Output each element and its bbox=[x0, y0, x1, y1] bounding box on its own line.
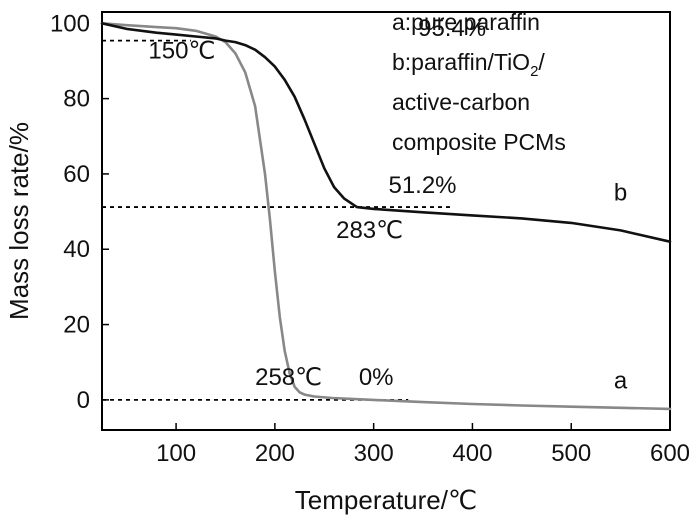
annotation-b-start-mass: 95.4% bbox=[418, 15, 486, 42]
x-tick-label-500: 500 bbox=[551, 440, 591, 467]
legend: a:pure paraffin b:paraffin/TiO2/ active-… bbox=[392, 9, 566, 155]
curve-label-b: b bbox=[614, 179, 627, 206]
y-tick-label-0: 0 bbox=[77, 387, 90, 414]
x-axis-label: Temperature/℃ bbox=[295, 485, 477, 515]
y-tick-label-40: 40 bbox=[63, 236, 90, 263]
legend-line-b-suffix: / bbox=[538, 49, 545, 75]
legend-line-b-subscript: 2 bbox=[530, 63, 538, 80]
y-tick-label-80: 80 bbox=[63, 86, 90, 113]
annotation-a-end-temp: 258℃ bbox=[255, 364, 322, 391]
x-tick-label-200: 200 bbox=[255, 440, 295, 467]
y-tick-label-60: 60 bbox=[63, 161, 90, 188]
plot-frame bbox=[101, 11, 671, 431]
y-tick-label-20: 20 bbox=[63, 312, 90, 339]
x-axis-ticks: 100 200 300 400 500 600 bbox=[156, 423, 690, 467]
x-tick-label-300: 300 bbox=[354, 440, 394, 467]
y-axis-label: Mass loss rate/% bbox=[4, 122, 34, 320]
annotation-a-residue: 0% bbox=[359, 364, 394, 391]
series-line-b bbox=[100, 21, 672, 243]
curve-label-a: a bbox=[614, 368, 628, 395]
legend-line-b-cont1: active-carbon bbox=[392, 89, 530, 115]
y-tick-label-100: 100 bbox=[50, 10, 90, 37]
legend-line-a: a:pure paraffin bbox=[392, 9, 540, 35]
x-tick-label-600: 600 bbox=[650, 440, 690, 467]
reference-lines bbox=[102, 39, 453, 401]
legend-line-b: b:paraffin/TiO2/ bbox=[392, 49, 545, 80]
annotation-b-end-temp: 283℃ bbox=[336, 217, 403, 244]
x-tick-label-400: 400 bbox=[452, 440, 492, 467]
series-layer bbox=[100, 21, 672, 411]
series-line-a bbox=[100, 21, 672, 411]
curve-labels: ab bbox=[614, 179, 628, 394]
x-tick-label-100: 100 bbox=[156, 440, 196, 467]
legend-line-b-prefix: b:paraffin/TiO bbox=[392, 49, 530, 75]
legend-line-b-cont2: composite PCMs bbox=[392, 129, 566, 155]
plot-area bbox=[101, 11, 671, 431]
annotation-b-start-temp: 150℃ bbox=[148, 37, 215, 64]
annotations: 150℃ 95.4% 51.2% 283℃ 258℃ 0% bbox=[148, 15, 486, 391]
y-axis-ticks: 0 20 40 60 80 100 bbox=[50, 10, 109, 414]
annotation-b-residue: 51.2% bbox=[388, 172, 456, 199]
